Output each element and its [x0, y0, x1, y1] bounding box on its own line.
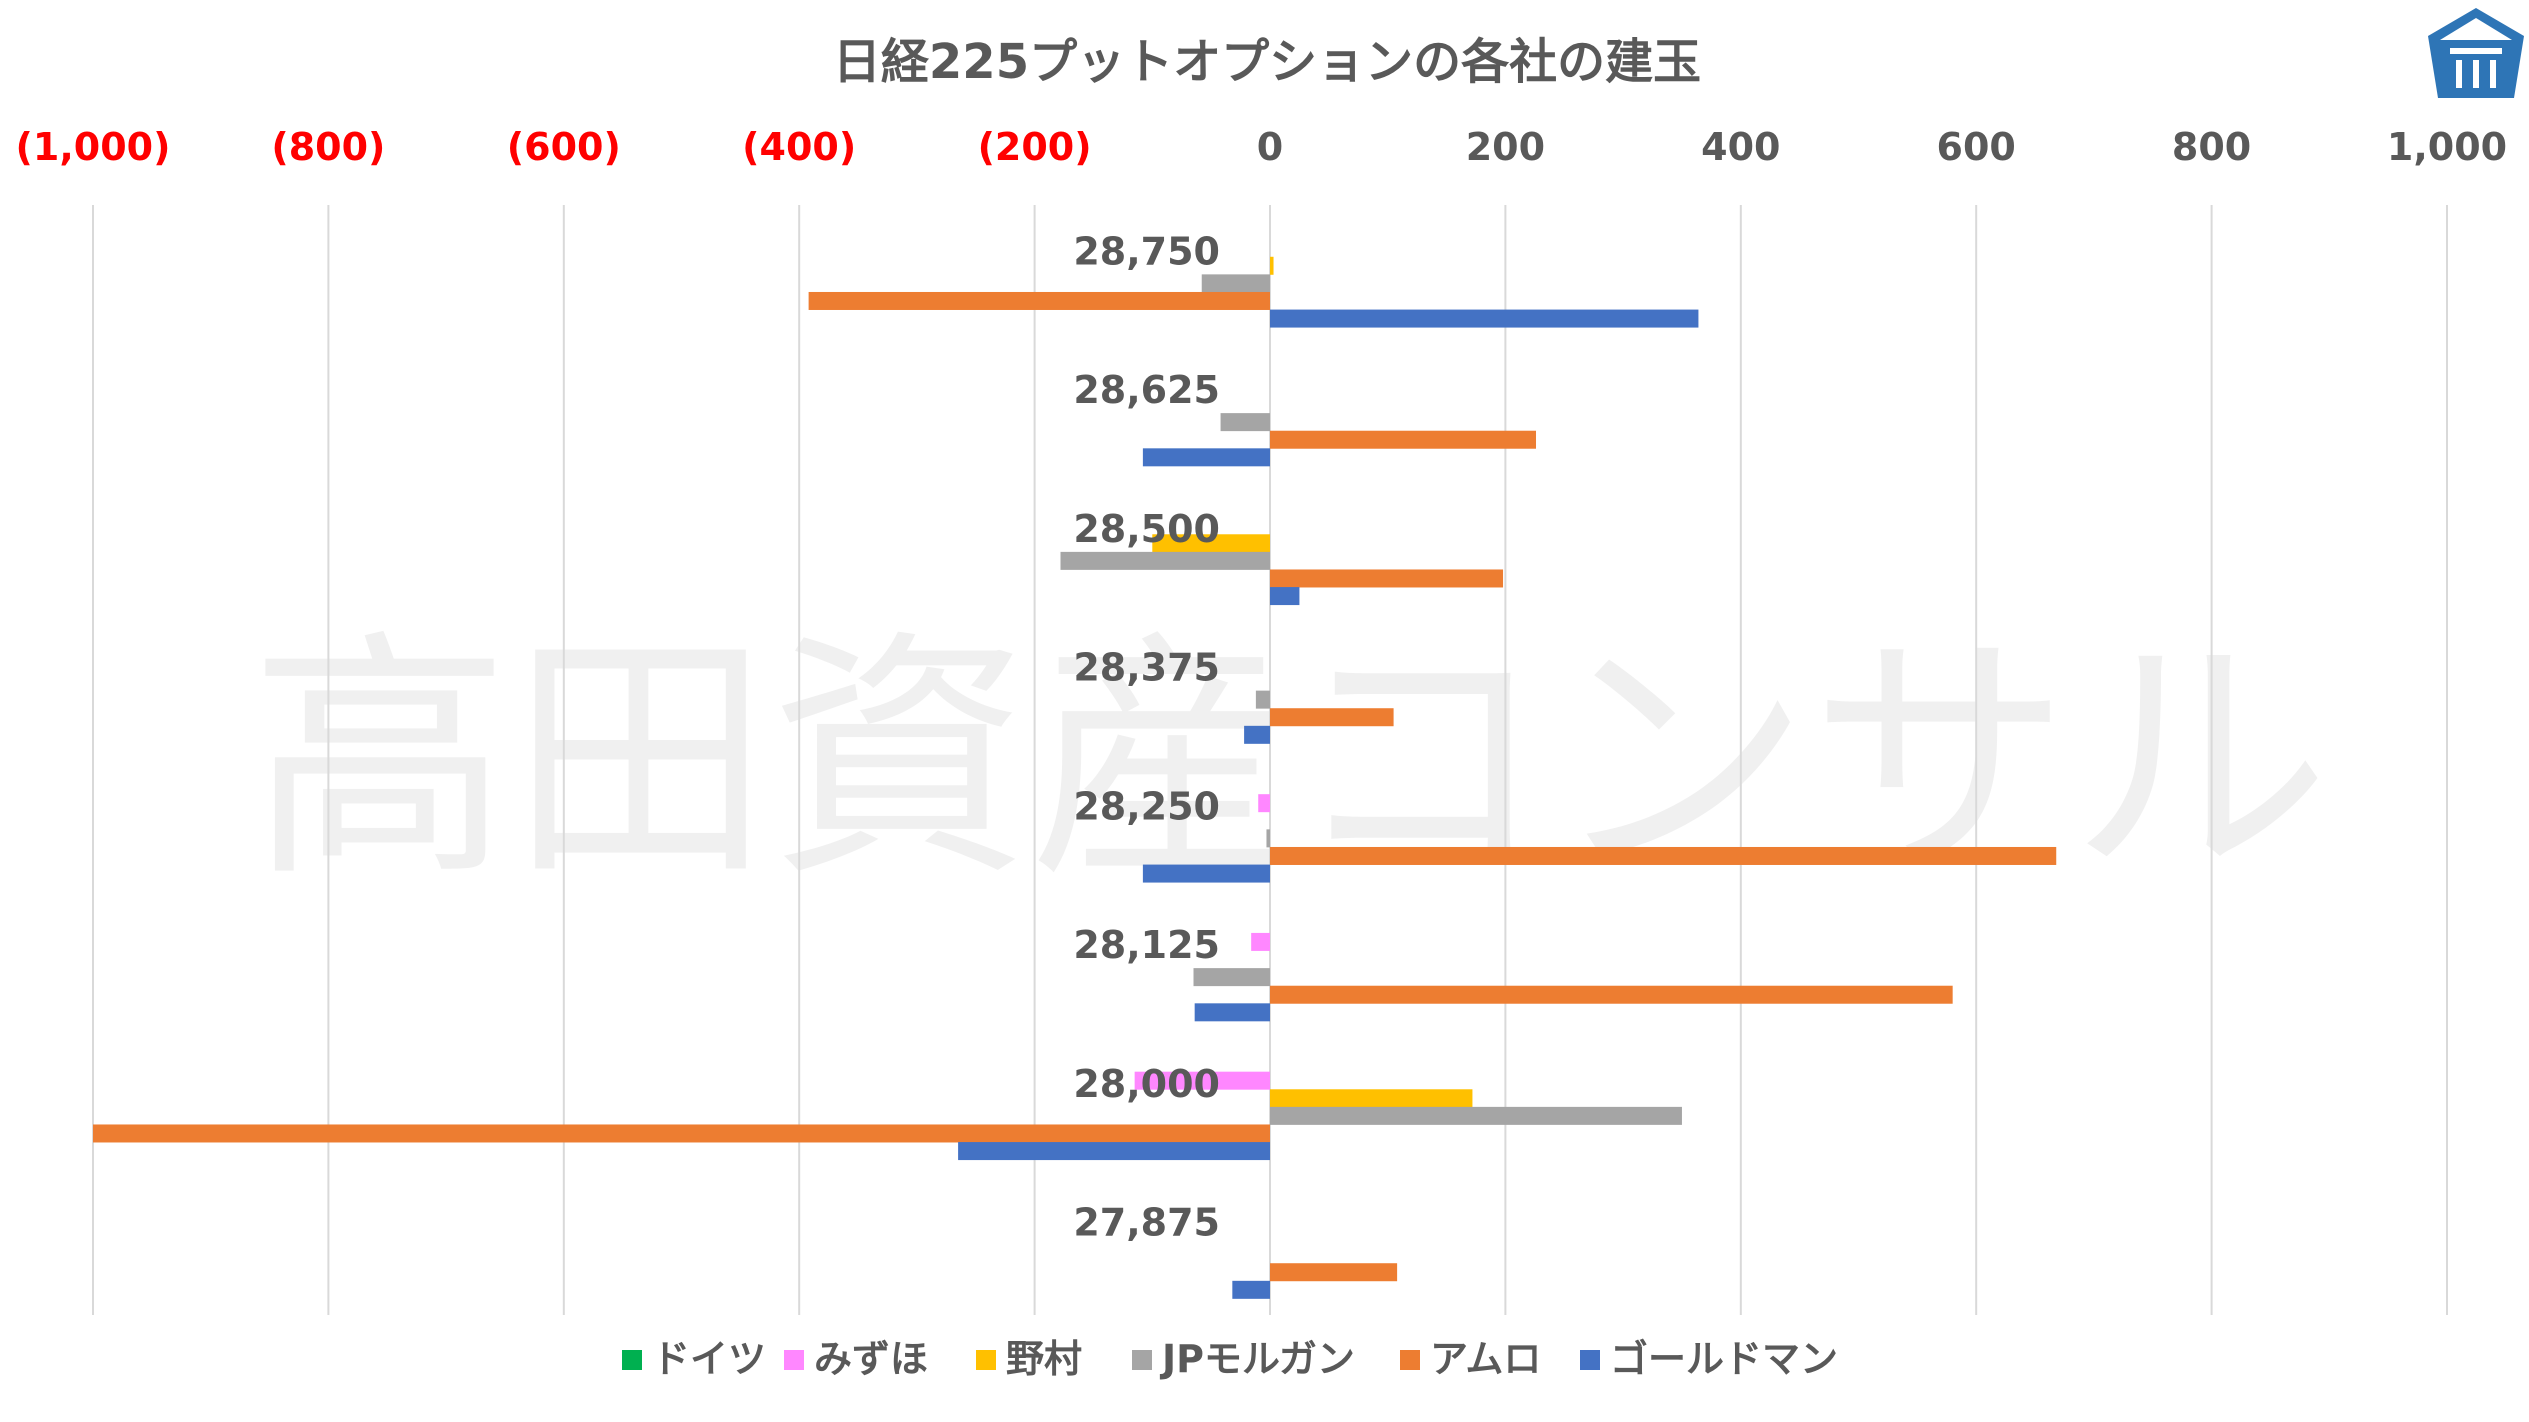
legend-label: ゴールドマン — [1610, 1337, 1838, 1381]
category-label: 27,875 — [1073, 1201, 1220, 1245]
bar — [1152, 534, 1270, 553]
x-tick-label: 0 — [1257, 125, 1283, 169]
bar — [1270, 569, 1504, 588]
bar — [1232, 1280, 1270, 1299]
legend-item: 野村 — [976, 1337, 1082, 1381]
bar — [1201, 274, 1270, 293]
category-label: 28,125 — [1073, 923, 1220, 967]
category-labels: 28,750 28,625 28,500 28,375 28,250 28,125 28,0… — [1073, 229, 1220, 1244]
x-tick-label: (200) — [978, 125, 1092, 169]
category-label: 28,625 — [1073, 368, 1220, 412]
legend: ドイツ みずほ 野村 JPモルガン アムロ ゴールドマン — [622, 1337, 1838, 1381]
category-label: 28,000 — [1073, 1062, 1220, 1106]
legend-swatch — [784, 1350, 804, 1370]
bar — [1266, 829, 1270, 848]
legend-swatch — [1132, 1350, 1152, 1370]
x-tick-label: (400) — [742, 125, 856, 169]
bar — [1270, 708, 1394, 727]
bar — [1255, 690, 1270, 709]
bar — [958, 1142, 1270, 1161]
bar — [1194, 1003, 1270, 1022]
bar — [808, 291, 1270, 310]
bar — [1060, 551, 1270, 570]
chart-title: 日経225プットオプションの各社の建玉 — [833, 34, 1701, 90]
legend-label: ドイツ — [652, 1337, 766, 1381]
bar — [1142, 864, 1270, 883]
house-logo-icon — [2428, 8, 2524, 98]
x-tick-label: (600) — [507, 125, 621, 169]
bar — [1244, 725, 1270, 744]
bar — [1142, 448, 1270, 467]
legend-item: ドイツ — [622, 1337, 766, 1381]
bar — [1134, 1071, 1270, 1090]
legend-swatch — [622, 1350, 642, 1370]
watermark: 高田資産コンサル — [250, 610, 2330, 912]
legend-label: 野村 — [1006, 1337, 1082, 1381]
bar — [1193, 968, 1270, 987]
bar — [1270, 1089, 1473, 1108]
bar — [1251, 932, 1270, 951]
legend-label: アムロ — [1430, 1337, 1541, 1381]
bar — [1270, 587, 1300, 606]
legend-item: みずほ — [784, 1337, 928, 1381]
bar — [1270, 985, 1953, 1004]
x-tick-label: 600 — [1937, 125, 2016, 169]
legend-swatch — [1580, 1350, 1600, 1370]
bar — [1270, 309, 1699, 328]
category-label: 28,750 — [1073, 229, 1220, 273]
bar — [1270, 1106, 1682, 1125]
x-axis-ticks: (1,000) (800) (600) (400) (200) 0 200 400 600 800… — [16, 125, 2508, 169]
legend-item: JPモルガン — [1132, 1337, 1355, 1381]
legend-swatch — [976, 1350, 996, 1370]
x-tick-label: 400 — [1701, 125, 1780, 169]
x-tick-label: (800) — [271, 125, 385, 169]
category-label: 28,500 — [1073, 507, 1220, 551]
x-tick-label: 1,000 — [2387, 125, 2507, 169]
x-tick-label: 800 — [2172, 125, 2251, 169]
x-tick-label: (1,000) — [16, 125, 171, 169]
x-tick-label: 200 — [1466, 125, 1545, 169]
legend-label: JPモルガン — [1159, 1337, 1355, 1381]
bars — [93, 256, 2057, 1299]
legend-label: みずほ — [814, 1337, 928, 1381]
bar — [93, 1124, 1270, 1143]
category-label: 28,375 — [1073, 646, 1220, 690]
bar — [1258, 794, 1270, 813]
bar — [1270, 430, 1537, 449]
legend-swatch — [1400, 1350, 1420, 1370]
bar — [1270, 256, 1274, 275]
bar — [1270, 846, 2057, 865]
bar — [1220, 413, 1270, 432]
category-label: 28,250 — [1073, 784, 1220, 828]
bar — [1270, 1263, 1398, 1282]
legend-item: アムロ — [1400, 1337, 1541, 1381]
legend-item: ゴールドマン — [1580, 1337, 1838, 1381]
